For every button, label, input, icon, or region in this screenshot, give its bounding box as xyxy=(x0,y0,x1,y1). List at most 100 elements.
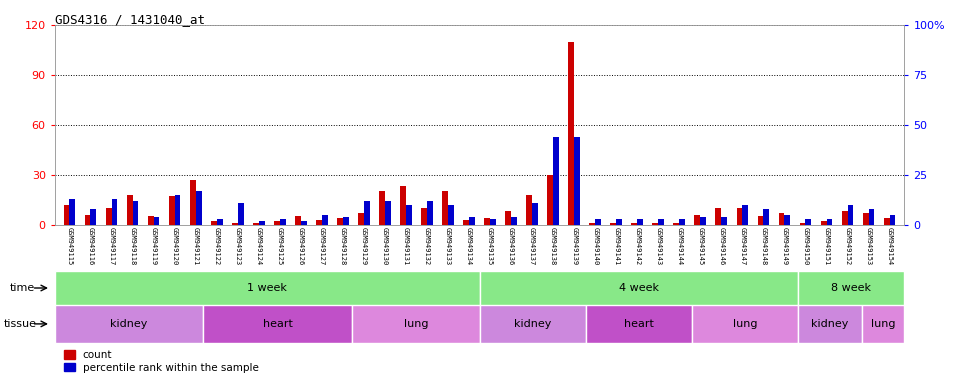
Bar xyxy=(463,220,469,225)
Bar xyxy=(763,209,769,225)
Text: GSM949131: GSM949131 xyxy=(403,227,409,265)
Text: GSM949135: GSM949135 xyxy=(487,227,493,265)
Bar xyxy=(637,218,643,225)
Text: GSM949134: GSM949134 xyxy=(466,227,472,265)
Bar xyxy=(884,218,890,225)
Bar xyxy=(862,305,904,343)
Text: GSM949146: GSM949146 xyxy=(718,227,725,265)
Bar xyxy=(526,195,532,225)
Bar xyxy=(890,215,896,225)
Bar xyxy=(148,216,154,225)
Bar xyxy=(736,208,742,225)
Text: GSM949144: GSM949144 xyxy=(676,227,683,265)
Text: GSM949116: GSM949116 xyxy=(87,227,93,265)
Legend: count, percentile rank within the sample: count, percentile rank within the sample xyxy=(60,346,263,377)
Text: GSM949153: GSM949153 xyxy=(866,227,872,265)
Bar xyxy=(190,180,196,225)
Text: GSM949141: GSM949141 xyxy=(613,227,619,265)
Text: GSM949139: GSM949139 xyxy=(571,227,577,265)
Text: GSM949142: GSM949142 xyxy=(635,227,640,265)
Bar xyxy=(653,223,659,225)
Bar xyxy=(490,218,496,225)
Bar xyxy=(217,218,223,225)
Text: lung: lung xyxy=(732,319,757,329)
Text: GSM949121: GSM949121 xyxy=(193,227,199,265)
Bar xyxy=(169,196,175,225)
Text: kidney: kidney xyxy=(514,319,551,329)
Bar xyxy=(480,305,586,343)
Bar xyxy=(863,213,869,225)
Bar xyxy=(258,221,265,225)
Text: GSM949130: GSM949130 xyxy=(382,227,388,265)
Bar xyxy=(127,195,132,225)
Text: GSM949143: GSM949143 xyxy=(656,227,661,265)
Bar xyxy=(798,305,862,343)
Text: GSM949133: GSM949133 xyxy=(445,227,451,265)
Text: GSM949137: GSM949137 xyxy=(529,227,535,265)
Bar xyxy=(821,221,827,225)
Text: GSM949126: GSM949126 xyxy=(298,227,303,265)
Bar xyxy=(805,218,811,225)
Bar xyxy=(337,218,343,225)
Bar xyxy=(385,201,391,225)
Bar xyxy=(204,305,352,343)
Text: GSM949117: GSM949117 xyxy=(108,227,114,265)
Text: GSM949123: GSM949123 xyxy=(234,227,241,265)
Bar xyxy=(798,271,904,305)
Bar xyxy=(595,218,601,225)
Bar xyxy=(379,191,385,225)
Text: GSM949154: GSM949154 xyxy=(887,227,893,265)
Bar xyxy=(364,201,370,225)
Bar xyxy=(784,215,790,225)
Bar xyxy=(448,205,454,225)
Bar xyxy=(484,218,490,225)
Bar xyxy=(553,137,559,225)
Bar xyxy=(505,211,511,225)
Bar xyxy=(701,217,707,225)
Text: GSM949152: GSM949152 xyxy=(845,227,851,265)
Bar xyxy=(827,218,832,225)
Bar xyxy=(469,217,475,225)
Bar xyxy=(352,305,479,343)
Bar xyxy=(132,201,138,225)
Bar xyxy=(295,216,300,225)
Text: 4 week: 4 week xyxy=(619,283,659,293)
Bar xyxy=(175,195,180,225)
Bar xyxy=(252,223,258,225)
Text: GSM949129: GSM949129 xyxy=(361,227,367,265)
Bar xyxy=(238,203,244,225)
Bar xyxy=(694,215,701,225)
Bar xyxy=(532,203,538,225)
Bar xyxy=(300,221,306,225)
Bar xyxy=(322,215,327,225)
Text: GSM949119: GSM949119 xyxy=(151,227,156,265)
Text: 1 week: 1 week xyxy=(247,283,287,293)
Bar xyxy=(480,271,798,305)
Text: GSM949145: GSM949145 xyxy=(697,227,704,265)
Bar xyxy=(427,201,433,225)
Text: GSM949151: GSM949151 xyxy=(824,227,829,265)
Text: GSM949128: GSM949128 xyxy=(340,227,346,265)
Bar xyxy=(274,221,279,225)
Bar xyxy=(842,211,848,225)
Bar xyxy=(211,221,217,225)
Bar xyxy=(692,305,798,343)
Bar xyxy=(90,209,96,225)
Bar xyxy=(757,216,763,225)
Bar xyxy=(69,199,75,225)
Bar xyxy=(400,186,406,225)
Text: GSM949124: GSM949124 xyxy=(255,227,262,265)
Bar xyxy=(568,41,574,225)
Bar xyxy=(742,205,748,225)
Bar xyxy=(55,271,480,305)
Bar xyxy=(55,305,204,343)
Text: GSM949148: GSM949148 xyxy=(760,227,766,265)
Bar xyxy=(800,223,805,225)
Bar xyxy=(358,213,364,225)
Bar xyxy=(196,191,202,225)
Bar xyxy=(632,223,637,225)
Text: GSM949149: GSM949149 xyxy=(781,227,787,265)
Bar xyxy=(316,220,322,225)
Text: GSM949150: GSM949150 xyxy=(803,227,808,265)
Text: heart: heart xyxy=(263,319,293,329)
